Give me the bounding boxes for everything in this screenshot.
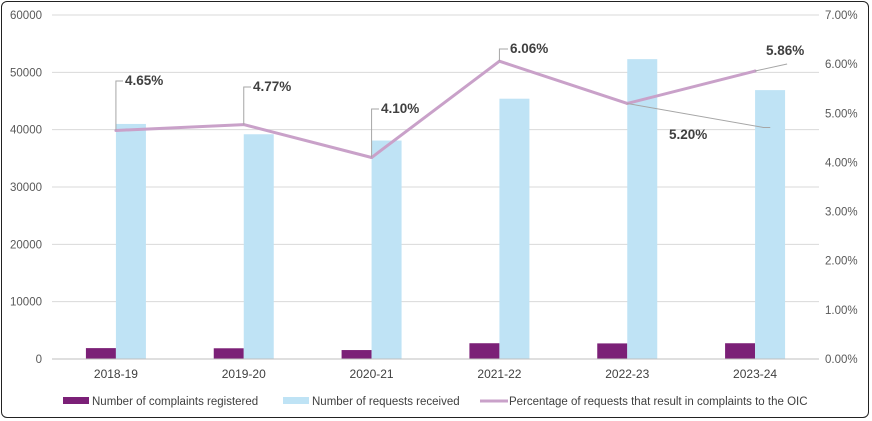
bar-requests bbox=[499, 98, 530, 359]
data-label-percentage: 4.10% bbox=[381, 101, 419, 116]
legend-label: Percentage of requests that result in co… bbox=[509, 396, 808, 408]
y-left-tick-label: 50000 bbox=[10, 67, 42, 79]
bar-requests bbox=[755, 90, 786, 360]
data-label-percentage: 6.06% bbox=[510, 41, 548, 56]
legend-label: Number of requests received bbox=[312, 396, 460, 408]
data-label-leader bbox=[115, 80, 123, 131]
data-label-percentage: 5.20% bbox=[669, 127, 707, 142]
x-tick-label: 2019-20 bbox=[222, 367, 266, 381]
legend-swatch bbox=[63, 397, 89, 404]
legend-label: Number of complaints registered bbox=[92, 396, 258, 408]
legend-swatch bbox=[283, 397, 309, 404]
line-percentage bbox=[115, 59, 756, 160]
data-label-percentage: 5.86% bbox=[766, 43, 804, 58]
bar-complaints bbox=[341, 350, 372, 359]
data-label-leader bbox=[627, 102, 771, 128]
bar-complaints bbox=[597, 343, 628, 359]
bar-complaints bbox=[85, 348, 116, 359]
bar-complaints bbox=[725, 343, 756, 359]
data-label-leader bbox=[754, 63, 788, 72]
data-label-percentage: 4.77% bbox=[253, 79, 291, 94]
y-right-tick-label: 4.00% bbox=[825, 157, 858, 169]
x-tick-label: 2023-24 bbox=[733, 367, 777, 381]
y-left-tick-label: 40000 bbox=[10, 125, 42, 137]
data-label-leader bbox=[243, 86, 251, 125]
x-tick-label: 2022-23 bbox=[605, 367, 649, 381]
y-left-tick-label: 20000 bbox=[10, 239, 42, 251]
y-left-tick-label: 30000 bbox=[10, 182, 42, 194]
x-tick-label: 2021-22 bbox=[477, 367, 521, 381]
data-label-leader bbox=[498, 48, 508, 62]
data-label-percentage: 4.65% bbox=[125, 73, 163, 88]
y-right-tick-label: 7.00% bbox=[825, 10, 858, 22]
bar-requests bbox=[115, 123, 146, 359]
x-tick-label: 2018-19 bbox=[94, 367, 138, 381]
y-left-tick-label: 0 bbox=[36, 354, 42, 366]
y-right-tick-label: 2.00% bbox=[825, 256, 858, 268]
bar-requests bbox=[371, 140, 402, 359]
y-right-tick-label: 0.00% bbox=[825, 354, 858, 366]
y-left-tick-label: 60000 bbox=[10, 10, 42, 22]
y-right-tick-label: 1.00% bbox=[825, 305, 858, 317]
y-left-tick-label: 10000 bbox=[10, 297, 42, 309]
y-right-tick-label: 3.00% bbox=[825, 207, 858, 219]
y-right-tick-label: 6.00% bbox=[825, 59, 858, 71]
bar-complaints bbox=[469, 343, 500, 359]
bar-complaints bbox=[213, 348, 244, 359]
y-right-tick-label: 5.00% bbox=[825, 108, 858, 120]
bar-requests bbox=[243, 134, 274, 359]
x-tick-label: 2020-21 bbox=[350, 367, 394, 381]
bar-requests bbox=[627, 59, 658, 359]
data-label-leader bbox=[371, 108, 379, 158]
